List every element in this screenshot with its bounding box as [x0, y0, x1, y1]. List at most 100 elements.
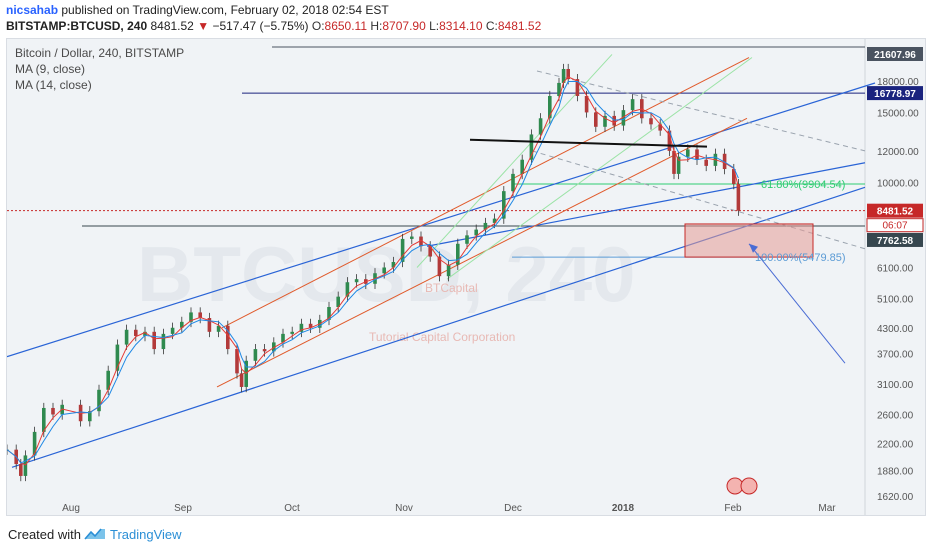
author-link[interactable]: nicsahab	[6, 3, 59, 17]
price-tag	[867, 203, 923, 218]
candle-body	[253, 349, 258, 361]
candle-body	[226, 325, 230, 350]
chart-legend: Bitcoin / Dollar, 240, BITSTAMP MA (9, c…	[15, 45, 184, 93]
candle-body	[428, 246, 432, 257]
candle-body	[161, 333, 166, 350]
candle-body	[281, 333, 285, 343]
candle-body	[235, 349, 239, 374]
candle-body	[686, 149, 690, 157]
candle-body	[354, 279, 359, 283]
candle-body	[290, 331, 294, 334]
candle-body	[456, 243, 460, 265]
candle-body	[106, 370, 110, 390]
x-tick-label: Aug	[62, 503, 80, 514]
candle-body	[345, 282, 350, 297]
candle-body	[42, 407, 46, 432]
candle-body	[520, 159, 524, 174]
x-tick-label: Sep	[174, 503, 192, 514]
candle-body	[612, 115, 616, 126]
candle-body	[170, 327, 175, 334]
y-tick-label: 2600.00	[877, 410, 914, 421]
candle-body	[584, 95, 589, 113]
candle-body	[649, 118, 653, 125]
open-label: O:	[311, 19, 325, 33]
candle-body	[465, 235, 469, 244]
candle-body	[621, 110, 626, 126]
close-label: C:	[485, 19, 498, 33]
y-tick-label: 2200.00	[877, 439, 914, 450]
last-price: 8481.52	[150, 19, 194, 33]
candle-body	[400, 238, 405, 262]
candle-body	[575, 79, 580, 96]
low-label: L:	[429, 19, 440, 33]
change-value: −517.47 (−5.75%)	[212, 19, 309, 33]
x-tick-label: Feb	[724, 503, 742, 514]
candle-body	[391, 261, 396, 268]
candle-body	[115, 344, 120, 371]
change-arrow-icon: ▼	[197, 19, 210, 33]
publish-info: nicsahab published on TradingView.com, F…	[6, 3, 389, 17]
candle-body	[676, 156, 681, 174]
target-zone-box	[684, 223, 814, 258]
x-tick-label: 2018	[612, 503, 635, 514]
x-tick-label: Mar	[818, 503, 836, 514]
trendline-lower	[216, 117, 748, 388]
high-value: 8707.90	[382, 19, 426, 33]
candle-body	[180, 321, 184, 328]
y-tick-label: 18000.00	[877, 77, 919, 88]
candle-body	[483, 222, 488, 230]
tradingview-logo-icon	[84, 528, 105, 540]
ma9-line	[7, 76, 739, 466]
candle-body	[557, 82, 561, 96]
price-tag	[867, 47, 923, 61]
candle-body	[594, 112, 598, 127]
candle-body	[736, 184, 741, 211]
watermark-symbol: BTCUSD, 240	[137, 230, 635, 318]
tradingview-brand-link[interactable]: TradingView	[110, 527, 182, 542]
candle-body	[511, 173, 515, 192]
price-tag-label: 16778.97	[874, 89, 916, 100]
high-label: H:	[370, 19, 383, 33]
candle-body	[152, 331, 156, 350]
legend-ma14[interactable]: MA (14, close)	[15, 78, 92, 92]
candle-body	[566, 68, 570, 80]
candle-body	[262, 349, 267, 352]
candle-body	[548, 95, 552, 119]
price-tag-label: 8481.52	[877, 207, 914, 218]
candle-body	[308, 323, 313, 328]
candle-body	[630, 99, 635, 111]
candle-body	[492, 218, 497, 223]
chart-panel[interactable]: BTCUSD, 240 BTCapital Tutorial Capital Cor…	[6, 38, 926, 516]
candle-body	[198, 312, 202, 319]
candle-body	[88, 411, 92, 422]
candle-body	[23, 455, 28, 476]
channel-mid-line	[426, 162, 866, 247]
legend-ma9[interactable]: MA (9, close)	[15, 62, 86, 76]
price-tag-label: 21607.96	[874, 50, 916, 61]
candle-body	[134, 329, 138, 336]
candle-body	[658, 124, 662, 131]
x-tick-label: Nov	[395, 503, 413, 514]
countdown-tag	[866, 218, 924, 233]
candle-body	[207, 318, 212, 332]
candle-body	[97, 389, 101, 412]
y-tick-label: 1880.00	[877, 466, 914, 477]
low-value: 8314.10	[439, 19, 483, 33]
y-tick-label: 4300.00	[877, 324, 914, 335]
candle-body	[51, 407, 55, 415]
projection-arrow-line	[748, 243, 846, 364]
price-tag-label: 7762.58	[877, 236, 914, 247]
candle-body	[695, 149, 699, 160]
x-tick-label: Dec	[504, 503, 522, 514]
y-tick-label: 3700.00	[877, 350, 914, 361]
neckline	[469, 138, 708, 148]
y-tick-label: 1620.00	[877, 492, 914, 503]
x-tick-label: Oct	[284, 503, 300, 514]
y-tick-label: 6100.00	[877, 263, 914, 274]
candle-body	[732, 169, 736, 185]
y-tick-label: 12000.00	[877, 147, 919, 158]
countdown-label: 06:07	[882, 221, 907, 232]
fib-61-label: 61.80%(9904.54)	[761, 179, 845, 191]
watermark-brand: BTCapital	[425, 281, 478, 295]
